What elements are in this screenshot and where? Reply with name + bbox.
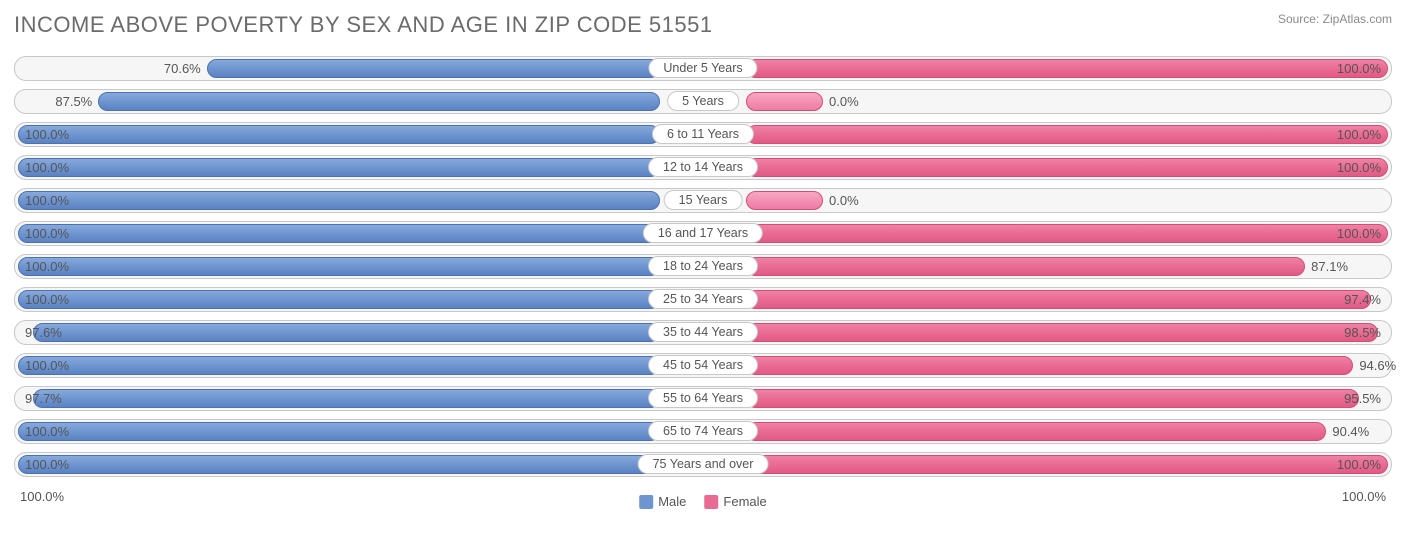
male-bar: [18, 455, 660, 474]
male-value-label: 100.0%: [25, 292, 69, 307]
chart-row: 70.6% 100.0% Under 5 Years: [14, 56, 1392, 81]
female-value-label: 94.6%: [1359, 358, 1396, 373]
category-label: 65 to 74 Years: [648, 421, 758, 441]
female-value-label: 90.4%: [1332, 424, 1369, 439]
male-bar: [18, 356, 660, 375]
female-bar: [746, 455, 1388, 474]
category-label: 16 and 17 Years: [643, 223, 763, 243]
male-value-label: 100.0%: [25, 160, 69, 175]
chart-row: 100.0% 100.0% 16 and 17 Years: [14, 221, 1392, 246]
female-value-label: 97.4%: [1344, 292, 1381, 307]
category-label: 6 to 11 Years: [652, 124, 754, 144]
category-label: 55 to 64 Years: [648, 388, 758, 408]
chart-source: Source: ZipAtlas.com: [1278, 12, 1392, 26]
chart-footer: 100.0% 100.0% Male Female: [14, 485, 1392, 507]
chart-row: 100.0%94.6%45 to 54 Years: [14, 353, 1392, 378]
legend-item-female: Female: [704, 494, 766, 509]
male-bar: [18, 224, 660, 243]
male-value-label: 100.0%: [25, 457, 69, 472]
female-value-label: 87.1%: [1311, 259, 1348, 274]
axis-right-label: 100.0%: [1342, 489, 1386, 504]
chart-row: 100.0% 100.0% 75 Years and over: [14, 452, 1392, 477]
female-value-label: 100.0%: [1337, 127, 1381, 142]
chart-row: 100.0% 0.0% 15 Years: [14, 188, 1392, 213]
female-bar: [746, 290, 1371, 309]
female-value-label: 0.0%: [829, 94, 859, 109]
female-bar: [746, 389, 1359, 408]
male-bar: [18, 191, 660, 210]
male-bar: [18, 422, 660, 441]
male-bar: [33, 389, 660, 408]
chart-header: INCOME ABOVE POVERTY BY SEX AND AGE IN Z…: [14, 12, 1392, 38]
chart-title: INCOME ABOVE POVERTY BY SEX AND AGE IN Z…: [14, 12, 713, 38]
female-bar: [746, 92, 823, 111]
category-label: Under 5 Years: [648, 58, 757, 78]
chart-row: 100.0% 97.4% 25 to 34 Years: [14, 287, 1392, 312]
female-bar: [746, 356, 1353, 375]
male-swatch-icon: [639, 495, 653, 509]
male-value-label: 97.6%: [25, 325, 62, 340]
chart-row: 97.6% 98.5% 35 to 44 Years: [14, 320, 1392, 345]
chart-row: 97.7% 95.5% 55 to 64 Years: [14, 386, 1392, 411]
male-value-label: 100.0%: [25, 127, 69, 142]
female-value-label: 100.0%: [1337, 61, 1381, 76]
female-bar: [746, 191, 823, 210]
male-value-label: 100.0%: [25, 358, 69, 373]
female-bar: [746, 224, 1388, 243]
female-value-label: 100.0%: [1337, 160, 1381, 175]
legend-label-female: Female: [723, 494, 766, 509]
male-bar: [18, 158, 660, 177]
legend-item-male: Male: [639, 494, 686, 509]
male-value-label: 100.0%: [25, 193, 69, 208]
female-bar: [746, 323, 1378, 342]
category-label: 5 Years: [667, 91, 739, 111]
female-swatch-icon: [704, 495, 718, 509]
category-label: 35 to 44 Years: [648, 322, 758, 342]
category-label: 45 to 54 Years: [648, 355, 758, 375]
male-value-label: 100.0%: [25, 424, 69, 439]
chart-row: 100.0% 90.4% 65 to 74 Years: [14, 419, 1392, 444]
category-label: 25 to 34 Years: [648, 289, 758, 309]
chart-row: 87.5% 0.0% 5 Years: [14, 89, 1392, 114]
male-value-label: 87.5%: [55, 94, 92, 109]
male-value-label: 100.0%: [25, 226, 69, 241]
category-label: 15 Years: [664, 190, 743, 210]
axis-left-label: 100.0%: [20, 489, 64, 504]
chart-row: 100.0% 87.1% 18 to 24 Years: [14, 254, 1392, 279]
legend: Male Female: [639, 494, 767, 509]
male-value-label: 97.7%: [25, 391, 62, 406]
female-value-label: 98.5%: [1344, 325, 1381, 340]
female-value-label: 0.0%: [829, 193, 859, 208]
female-bar: [746, 422, 1326, 441]
female-bar: [746, 158, 1388, 177]
male-bar: [18, 257, 660, 276]
female-value-label: 100.0%: [1337, 457, 1381, 472]
category-label: 12 to 14 Years: [648, 157, 758, 177]
female-bar: [746, 125, 1388, 144]
category-label: 18 to 24 Years: [648, 256, 758, 276]
female-value-label: 95.5%: [1344, 391, 1381, 406]
male-bar: [18, 125, 660, 144]
category-label: 75 Years and over: [638, 454, 769, 474]
chart-row: 100.0% 100.0% 12 to 14 Years: [14, 155, 1392, 180]
female-bar: [746, 257, 1305, 276]
bidirectional-bar-chart: 70.6% 100.0% Under 5 Years 87.5% 0.0% 5 Years…: [14, 56, 1392, 477]
female-bar: [746, 59, 1388, 78]
male-bar: [33, 323, 660, 342]
male-bar: [207, 59, 660, 78]
male-bar: [98, 92, 660, 111]
male-value-label: 70.6%: [164, 61, 201, 76]
male-value-label: 100.0%: [25, 259, 69, 274]
legend-label-male: Male: [658, 494, 686, 509]
chart-row: 100.0% 100.0% 6 to 11 Years: [14, 122, 1392, 147]
male-bar: [18, 290, 660, 309]
female-value-label: 100.0%: [1337, 226, 1381, 241]
